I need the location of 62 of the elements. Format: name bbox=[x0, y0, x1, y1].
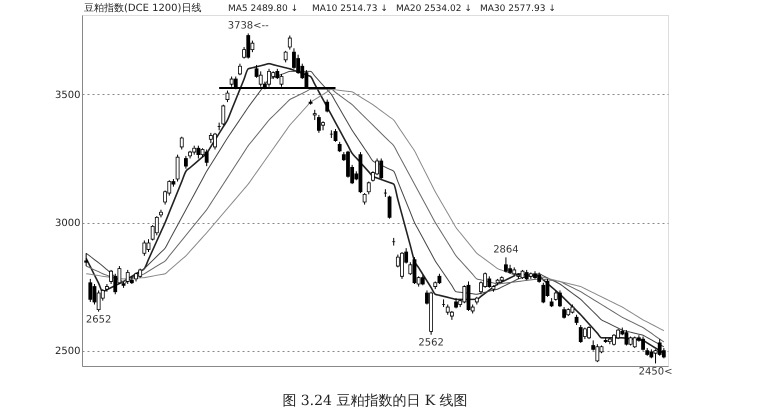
annotation: 2652 bbox=[86, 314, 112, 326]
candlestick bbox=[221, 104, 226, 126]
annotation: 2450< bbox=[638, 366, 672, 378]
candlestick bbox=[558, 290, 562, 308]
candlestick bbox=[142, 240, 146, 256]
candlestick bbox=[420, 274, 425, 286]
candlestick bbox=[582, 327, 587, 340]
candlestick bbox=[658, 338, 662, 356]
candlestick bbox=[316, 114, 321, 134]
candlestick bbox=[595, 344, 600, 363]
candlestick bbox=[154, 216, 159, 236]
text: MA30 2577.93 ↓ bbox=[480, 4, 556, 14]
y-tick-label: 2500 bbox=[55, 346, 80, 358]
candlestick bbox=[338, 141, 342, 153]
candlestick bbox=[379, 158, 384, 180]
candlestick bbox=[84, 252, 88, 267]
chart-title: 豆粕指数(DCE 1200)日线 bbox=[84, 2, 202, 14]
candlestick bbox=[578, 324, 583, 344]
candlestick bbox=[537, 272, 542, 284]
candlestick bbox=[208, 132, 213, 144]
y-tick-label: 3000 bbox=[55, 218, 80, 230]
candlestick bbox=[612, 333, 616, 346]
candlestick bbox=[325, 99, 330, 113]
annotation: 3738<-- bbox=[228, 20, 270, 32]
text: MA10 2514.73 ↓ bbox=[312, 4, 388, 14]
candlestick bbox=[366, 181, 371, 195]
candlestick bbox=[454, 298, 458, 309]
candlestick bbox=[284, 50, 288, 63]
candlestick bbox=[312, 109, 317, 121]
candlestick bbox=[176, 154, 180, 182]
candlestick bbox=[412, 256, 416, 285]
text: MA20 2534.02 ↓ bbox=[396, 4, 472, 14]
candlestick bbox=[213, 132, 217, 150]
candlestick bbox=[562, 306, 566, 320]
candlestick bbox=[632, 336, 637, 349]
candlestick bbox=[504, 256, 508, 273]
candlestick bbox=[238, 63, 242, 76]
candlestick bbox=[362, 192, 367, 206]
annotation: 2864 bbox=[493, 244, 519, 256]
candlestick bbox=[126, 269, 130, 285]
candlestick bbox=[487, 276, 492, 288]
candlestick bbox=[446, 304, 450, 316]
candlestick bbox=[587, 326, 591, 340]
candlestick bbox=[88, 278, 92, 302]
candlestick bbox=[334, 128, 338, 142]
candlestick bbox=[574, 314, 578, 326]
candlestick bbox=[184, 155, 188, 170]
candlestick bbox=[400, 251, 404, 280]
candlestick bbox=[288, 34, 292, 50]
candlestick bbox=[196, 145, 200, 159]
candlestick bbox=[524, 269, 529, 281]
candlestick bbox=[246, 32, 250, 60]
candlestick bbox=[624, 330, 628, 346]
candlestick bbox=[541, 282, 546, 304]
candlestick bbox=[204, 149, 209, 167]
candlestick bbox=[438, 273, 442, 285]
annotation: 2562 bbox=[418, 338, 444, 349]
candlestick bbox=[180, 136, 184, 150]
text: MA5 2489.80 ↓ bbox=[228, 4, 298, 14]
candlestick bbox=[146, 238, 150, 252]
y-tick-label: 3500 bbox=[55, 90, 80, 101]
caption: 图 3.24 豆粕指数的日 K 线图 bbox=[282, 393, 468, 409]
